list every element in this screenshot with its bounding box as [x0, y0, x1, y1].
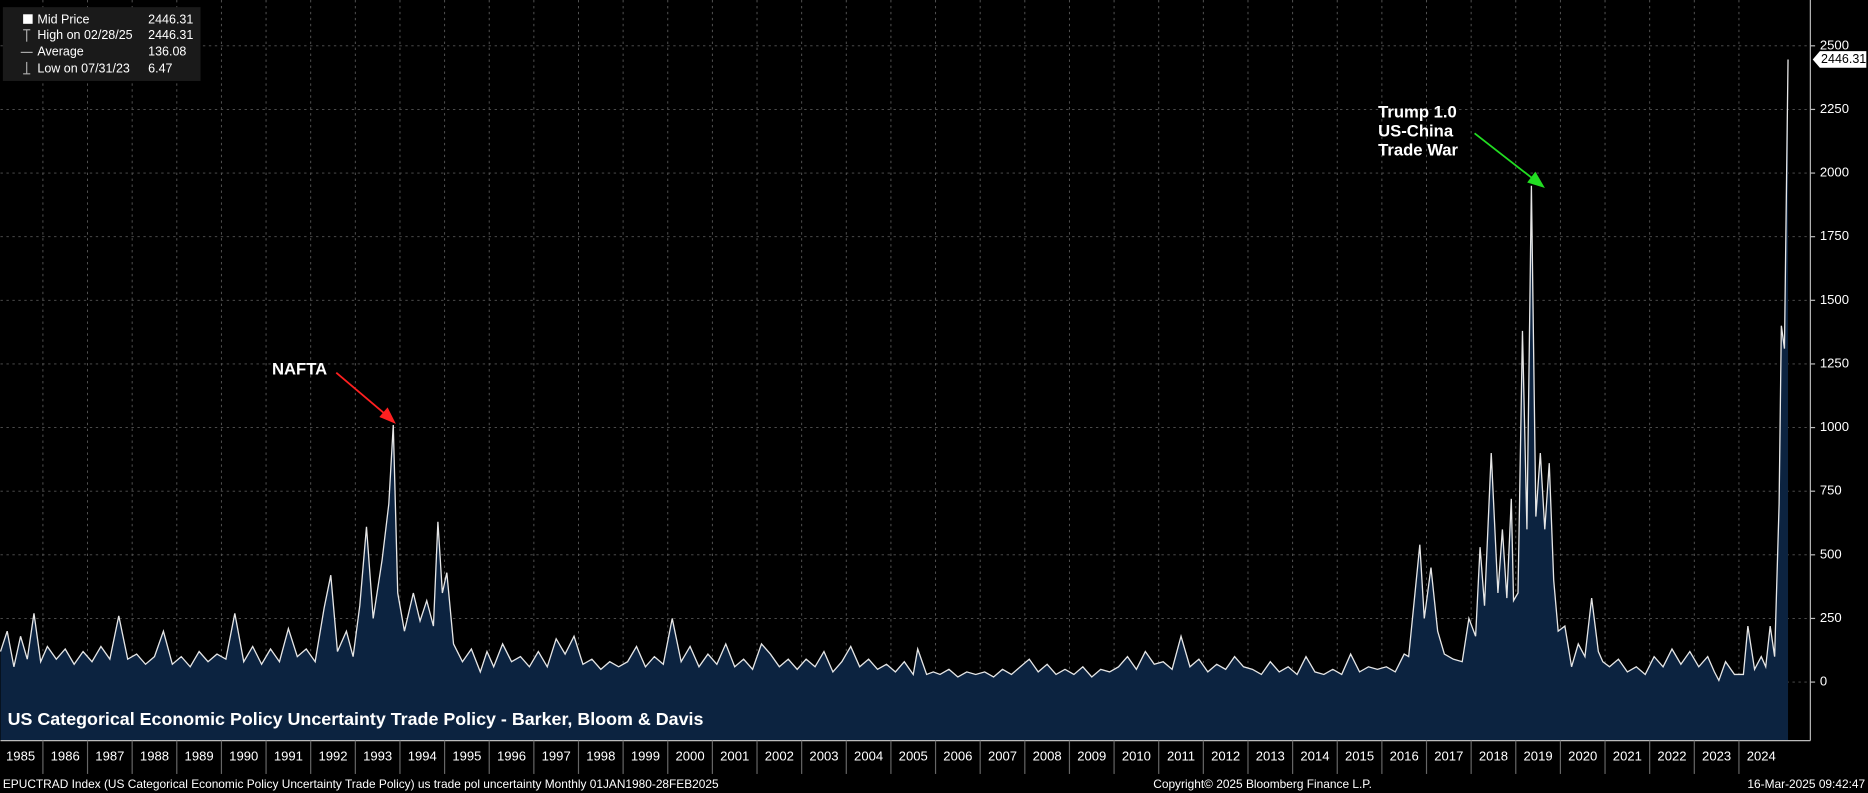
x-tick-label: 2016	[1390, 749, 1419, 764]
legend-box	[2, 7, 201, 81]
arrow-head	[1527, 171, 1545, 188]
x-tick-label: 1985	[6, 749, 35, 764]
area-fill	[0, 59, 1789, 741]
annotation: Trade War	[1378, 141, 1458, 160]
x-tick-label: 1991	[274, 749, 303, 764]
x-tick-label: 2004	[854, 749, 883, 764]
legend-label: High on 02/28/25	[37, 28, 132, 42]
x-tick-label: 2011	[1167, 749, 1195, 764]
line	[0, 59, 1789, 683]
x-tick-label: 1987	[95, 749, 124, 764]
y-tick-label: 1000	[1820, 419, 1849, 434]
last-value-tag	[1812, 51, 1867, 68]
arrow-head	[379, 407, 396, 424]
x-tick-label: 2006	[943, 749, 972, 764]
y-tick-label: 1250	[1820, 355, 1849, 370]
footer-center: Copyright© 2025 Bloomberg Finance L.P.	[1153, 777, 1372, 791]
x-tick-label: 2003	[809, 749, 838, 764]
y-tick-label: 250	[1820, 610, 1842, 625]
x-tick-label: 2010	[1122, 749, 1151, 764]
x-tick-label: 2001	[720, 749, 749, 764]
x-tick-label: 1990	[229, 749, 258, 764]
arrow-line	[1474, 132, 1540, 185]
y-tick-label: 1500	[1820, 292, 1849, 307]
plot-area	[0, 0, 1811, 741]
x-tick-label: 2002	[765, 749, 794, 764]
legend-value: 2446.31	[148, 28, 193, 42]
x-tick-label: 2007	[988, 749, 1017, 764]
x-tick-label: 2008	[1033, 749, 1062, 764]
legend-label: Low on 07/31/23	[37, 61, 129, 75]
x-tick-label: 1998	[586, 749, 615, 764]
footer-left: EPUCTRAD Index (US Categorical Economic …	[3, 777, 719, 791]
x-tick-label: 2013	[1256, 749, 1285, 764]
x-tick-label: 2018	[1479, 749, 1508, 764]
x-tick-label: 1997	[542, 749, 571, 764]
x-tick-label: 2019	[1524, 749, 1553, 764]
x-tick-label: 1999	[631, 749, 660, 764]
x-tick-label: 2023	[1702, 749, 1731, 764]
legend-label: Mid Price	[37, 13, 89, 27]
arrow-line	[335, 372, 392, 420]
x-tick-label: 1995	[452, 749, 481, 764]
x-tick-label: 1986	[51, 749, 80, 764]
legend-value: 136.08	[148, 45, 186, 59]
x-tick-label: 1988	[140, 749, 169, 764]
x-tick-label: 2015	[1345, 749, 1374, 764]
x-tick-label: 1994	[408, 749, 437, 764]
x-tick-label: 2022	[1657, 749, 1686, 764]
x-tick-label: 2017	[1434, 749, 1463, 764]
annotation: NAFTA	[272, 360, 327, 379]
x-tick-label: 1996	[497, 749, 526, 764]
chart-title: US Categorical Economic Policy Uncertain…	[8, 709, 704, 729]
x-tick-label: 2021	[1613, 749, 1642, 764]
x-tick-label: 1989	[185, 749, 214, 764]
x-tick-label: 2024	[1747, 749, 1776, 764]
annotation: Trump 1.0	[1378, 103, 1457, 122]
y-tick-label: 2000	[1820, 165, 1849, 180]
x-tick-label: 2000	[676, 749, 705, 764]
annotation: US-China	[1378, 122, 1454, 141]
legend-swatch	[23, 14, 33, 24]
x-tick-label: 2012	[1211, 749, 1240, 764]
annotation-arrow	[1474, 132, 1545, 188]
x-tick-label: 2014	[1300, 749, 1329, 764]
legend-value: 2446.31	[148, 13, 193, 27]
x-tick-label: 2005	[899, 749, 928, 764]
y-tick-label: 2500	[1820, 37, 1849, 52]
y-tick-label: 2250	[1820, 101, 1849, 116]
footer-right: 16-Mar-2025 09:42:47	[1747, 777, 1865, 791]
y-tick-label: 0	[1820, 674, 1827, 689]
x-tick-label: 1993	[363, 749, 392, 764]
x-tick-label: 2009	[1077, 749, 1106, 764]
y-tick-label: 1750	[1820, 228, 1849, 243]
y-tick-label: 750	[1820, 483, 1842, 498]
legend-label: Average	[37, 45, 83, 59]
x-tick-label: 1992	[318, 749, 347, 764]
y-tick-label: 500	[1820, 546, 1842, 561]
last-value-label: 2446.31	[1821, 52, 1866, 66]
x-tick-label: 2020	[1568, 749, 1597, 764]
footer: EPUCTRAD Index (US Categorical Economic …	[3, 777, 1866, 791]
annotation-arrow	[335, 372, 396, 424]
legend-value: 6.47	[148, 61, 172, 75]
legend: Mid Price 2446.31 High on 02/28/25 2446.…	[20, 13, 193, 75]
